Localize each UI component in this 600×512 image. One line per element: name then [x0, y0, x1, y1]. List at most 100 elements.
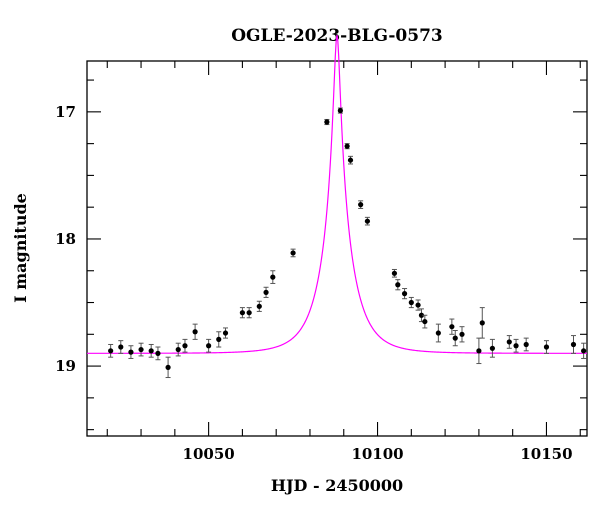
point-marker: [476, 348, 482, 354]
data-point: [206, 338, 212, 353]
point-marker: [206, 343, 212, 349]
data-point: [128, 345, 134, 359]
data-point: [415, 299, 421, 311]
data-point: [192, 323, 198, 340]
point-marker: [435, 330, 441, 336]
data-point: [347, 155, 354, 165]
point-marker: [395, 282, 401, 288]
point-marker: [246, 310, 252, 316]
data-point: [118, 340, 124, 354]
point-marker: [358, 202, 364, 208]
model-layer: [87, 34, 587, 354]
points-layer: [108, 107, 587, 379]
y-axis-label: I magnitude: [11, 193, 30, 303]
point-marker: [581, 348, 587, 354]
data-point: [476, 337, 482, 365]
point-marker: [408, 299, 414, 306]
point-marker: [364, 218, 371, 224]
point-marker: [182, 343, 188, 349]
point-marker: [391, 270, 398, 276]
point-marker: [347, 157, 354, 163]
data-point: [239, 307, 246, 319]
point-marker: [192, 329, 198, 335]
data-point: [155, 346, 161, 361]
data-point: [290, 248, 296, 258]
data-point: [175, 342, 181, 357]
y-tick-label: 18: [55, 230, 76, 248]
point-marker: [401, 291, 408, 297]
data-point: [324, 118, 330, 126]
data-point: [148, 343, 154, 358]
tick-labels: 10050 10100 10150 17 18 19: [55, 103, 572, 463]
y-tick-label: 17: [55, 103, 76, 121]
x-tick-label: 10150: [520, 445, 572, 463]
data-point: [506, 335, 512, 349]
point-marker: [418, 312, 425, 318]
data-point: [108, 343, 114, 358]
point-marker: [422, 318, 428, 325]
data-point: [489, 338, 496, 358]
data-point: [543, 340, 550, 354]
data-point: [256, 300, 262, 312]
data-point: [165, 356, 171, 379]
point-marker: [138, 346, 144, 353]
point-marker: [324, 119, 330, 125]
x-tick-label: 10100: [351, 445, 403, 463]
data-point: [182, 338, 188, 353]
data-point: [263, 286, 269, 298]
point-marker: [489, 345, 496, 351]
data-point: [270, 270, 276, 284]
data-point: [222, 327, 229, 339]
point-marker: [570, 341, 577, 348]
point-marker: [216, 336, 222, 342]
plot-frame: [86, 60, 588, 437]
point-marker: [148, 348, 154, 354]
data-point: [581, 342, 587, 359]
point-marker: [263, 289, 269, 295]
data-point: [513, 338, 519, 353]
data-point: [459, 326, 465, 343]
point-marker: [459, 331, 465, 337]
x-axis-label: HJD - 2450000: [271, 476, 403, 495]
point-marker: [337, 107, 343, 114]
point-marker: [165, 364, 171, 370]
point-marker: [270, 274, 276, 280]
point-marker: [479, 320, 485, 326]
point-marker: [118, 344, 124, 350]
data-point: [408, 296, 414, 309]
point-marker: [239, 310, 246, 316]
point-marker: [543, 344, 550, 350]
data-point: [523, 337, 529, 352]
point-marker: [290, 250, 296, 256]
data-point: [364, 216, 371, 226]
minor-ticks: [87, 61, 587, 436]
data-point: [391, 268, 398, 278]
point-marker: [415, 302, 421, 308]
major-ticks: [87, 61, 587, 436]
point-marker: [108, 348, 114, 354]
data-point: [216, 331, 222, 348]
data-point: [479, 307, 485, 339]
data-point: [570, 335, 577, 354]
data-point: [452, 329, 458, 347]
data-point: [337, 107, 343, 114]
point-marker: [222, 330, 229, 336]
y-tick-label: 19: [55, 357, 76, 375]
point-marker: [452, 335, 458, 341]
point-marker: [523, 341, 529, 348]
point-marker: [506, 339, 512, 345]
point-marker: [155, 350, 161, 356]
data-point: [246, 307, 252, 319]
point-marker: [175, 346, 181, 353]
data-point: [401, 288, 408, 300]
data-point: [449, 318, 455, 335]
point-marker: [256, 303, 262, 309]
x-tick-label: 10050: [183, 445, 235, 463]
model-curve: [87, 34, 587, 354]
point-marker: [449, 324, 455, 330]
data-point: [422, 314, 428, 329]
data-point: [138, 342, 144, 357]
point-marker: [344, 143, 350, 149]
data-point: [358, 200, 364, 209]
